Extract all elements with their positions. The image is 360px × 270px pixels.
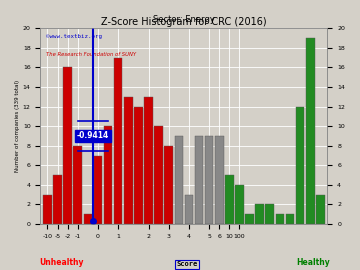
- Bar: [154, 126, 163, 224]
- Bar: [134, 107, 143, 224]
- Bar: [316, 195, 325, 224]
- Bar: [84, 214, 92, 224]
- Bar: [185, 195, 193, 224]
- Bar: [144, 97, 153, 224]
- Bar: [53, 175, 62, 224]
- Text: Score: Score: [176, 261, 198, 267]
- Bar: [205, 136, 213, 224]
- Text: -0.9414: -0.9414: [77, 131, 109, 140]
- Bar: [245, 214, 254, 224]
- Bar: [94, 156, 102, 224]
- Bar: [165, 146, 173, 224]
- Title: Z-Score Histogram for CRC (2016): Z-Score Histogram for CRC (2016): [101, 17, 267, 27]
- Bar: [114, 58, 122, 224]
- Bar: [63, 67, 72, 224]
- Text: Healthy: Healthy: [296, 258, 330, 267]
- Bar: [306, 38, 315, 224]
- Bar: [265, 204, 274, 224]
- Bar: [124, 97, 132, 224]
- Bar: [296, 107, 305, 224]
- Bar: [175, 136, 183, 224]
- Bar: [225, 175, 234, 224]
- Bar: [43, 195, 52, 224]
- Bar: [215, 136, 224, 224]
- Text: Sector: Energy: Sector: Energy: [153, 15, 215, 24]
- Bar: [276, 214, 284, 224]
- Text: The Research Foundation of SUNY: The Research Foundation of SUNY: [46, 52, 136, 57]
- Text: Unhealthy: Unhealthy: [39, 258, 84, 267]
- Bar: [286, 214, 294, 224]
- Bar: [104, 126, 112, 224]
- Bar: [73, 146, 82, 224]
- Bar: [235, 185, 244, 224]
- Y-axis label: Number of companies (339 total): Number of companies (339 total): [15, 80, 20, 172]
- Text: ©www.textbiz.org: ©www.textbiz.org: [46, 34, 102, 39]
- Bar: [255, 204, 264, 224]
- Bar: [195, 136, 203, 224]
